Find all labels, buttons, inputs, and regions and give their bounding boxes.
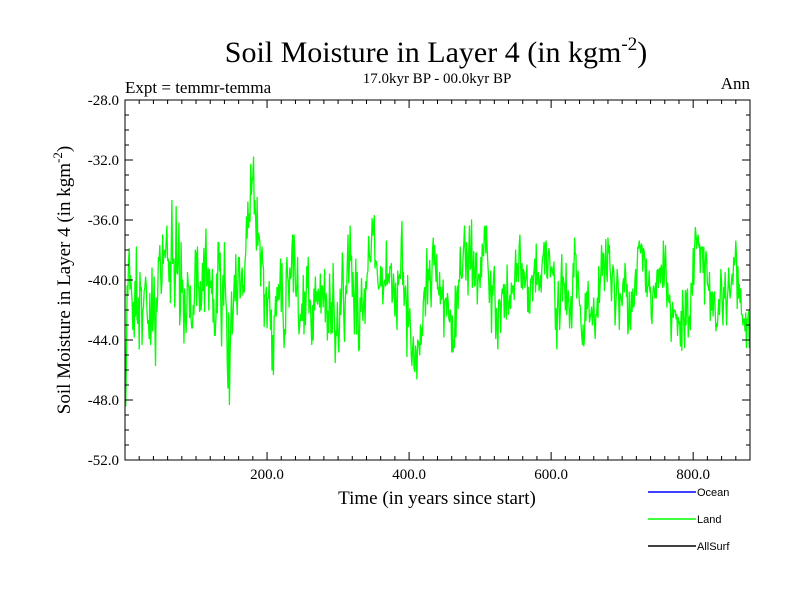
legend-label-ocean: Ocean xyxy=(697,487,729,499)
y-tick-label: -28.0 xyxy=(88,93,119,109)
y-tick-label: -48.0 xyxy=(88,393,119,409)
y-axis-label-superscript: -2 xyxy=(50,152,65,163)
y-tick-label: -52.0 xyxy=(88,453,119,469)
x-tick-label: 200.0 xyxy=(250,467,284,483)
y-axis-label: Soil Moisture in Layer 4 (in kgm-2) xyxy=(50,146,75,414)
x-tick-label: 600.0 xyxy=(534,467,568,483)
season-label: Ann xyxy=(721,74,751,93)
y-tick-label: -40.0 xyxy=(88,273,119,289)
plot-area: 200.0 400.0 600.0 800.0 -28.0 -32.0 -36.0 -40.0… xyxy=(88,93,751,483)
period-label: 17.0kyr BP - 00.0kyr BP xyxy=(363,71,512,87)
x-axis-label: Time (in years since start) xyxy=(338,488,536,509)
legend-label-allsurf: AllSurf xyxy=(697,541,730,553)
legend: Ocean Land AllSurf xyxy=(648,487,730,553)
chart-title-close: ) xyxy=(637,36,647,69)
series-line-land xyxy=(125,156,750,407)
x-tick-label: 800.0 xyxy=(676,467,710,483)
y-axis-label-main: Soil Moisture in Layer 4 (in kgm xyxy=(54,163,75,414)
y-tick-label: -36.0 xyxy=(88,213,119,229)
chart-title-main: Soil Moisture in Layer 4 (in kgm xyxy=(225,36,622,69)
chart-title: Soil Moisture in Layer 4 (in kgm-2) xyxy=(225,34,647,69)
experiment-label: Expt = temmr-temma xyxy=(125,78,272,97)
y-tick-label: -44.0 xyxy=(88,333,119,349)
legend-label-land: Land xyxy=(697,514,721,526)
x-tick-label: 400.0 xyxy=(392,467,426,483)
chart-title-superscript: -2 xyxy=(621,34,637,55)
y-tick-label: -32.0 xyxy=(88,153,119,169)
y-axis-label-close: ) xyxy=(54,146,75,152)
